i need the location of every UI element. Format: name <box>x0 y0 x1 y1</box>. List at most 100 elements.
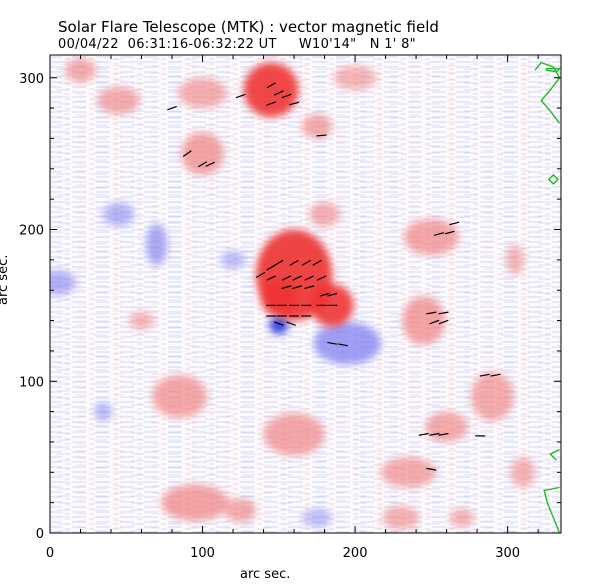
axis-ticks: 0 100 200 300 0 100 200 300 <box>19 55 561 561</box>
transverse-field-vector <box>327 341 338 345</box>
negative-field-region <box>220 250 246 269</box>
transverse-field-vector <box>266 264 276 271</box>
transverse-field-vector <box>266 82 276 89</box>
transverse-field-vector <box>337 343 348 347</box>
transverse-field-vector <box>327 292 338 297</box>
positive-field-region <box>263 413 325 456</box>
negative-field-region <box>269 316 288 335</box>
negative-field-region <box>313 322 382 365</box>
negative-field-region <box>103 202 134 227</box>
chart-subtitle: 00/04/22 06:31:16-06:32:22 UT W10'14" N … <box>58 37 416 52</box>
transverse-field-vector <box>274 259 284 266</box>
plot-frame <box>49 54 562 534</box>
positive-field-region <box>161 484 229 521</box>
positive-field-region <box>301 114 333 139</box>
transverse-field-vector <box>235 93 246 99</box>
positive-field-region <box>225 498 256 523</box>
transverse-field-vector <box>292 285 303 290</box>
transverse-field-vector <box>205 161 215 167</box>
transverse-field-vector <box>281 275 292 281</box>
transverse-field-vector <box>292 275 302 281</box>
vector-layer <box>167 82 501 471</box>
transverse-field-vector <box>273 321 284 326</box>
positive-field-region <box>181 132 224 175</box>
field-contour <box>545 68 561 73</box>
positive-field-region <box>243 62 299 118</box>
negative-field-region <box>94 402 113 421</box>
positive-field-region <box>471 372 514 421</box>
transverse-field-vector <box>266 101 277 106</box>
transverse-field-vector <box>255 272 266 279</box>
transverse-field-vector <box>444 230 455 235</box>
positive-field-region <box>506 244 525 276</box>
transverse-field-vector <box>316 134 327 137</box>
positive-field-region <box>510 457 536 488</box>
field-contour <box>543 486 561 533</box>
y-tick-label: 0 <box>36 527 44 542</box>
transverse-field-vector <box>312 259 322 266</box>
field-contour <box>549 448 560 461</box>
x-tick-label: 0 <box>46 546 54 561</box>
negative-field-region <box>50 270 76 295</box>
x-tick-label: 200 <box>343 546 368 561</box>
positive-field-region <box>129 311 154 330</box>
positive-field-region <box>97 86 140 115</box>
transverse-field-vector <box>426 311 437 315</box>
transverse-field-vector <box>167 105 177 111</box>
positive-field-region <box>260 279 298 317</box>
transverse-field-vector <box>490 373 501 377</box>
transverse-field-vector <box>429 319 440 325</box>
transverse-field-vector <box>274 90 284 96</box>
positive-field-region <box>65 58 96 83</box>
transverse-field-vector <box>479 373 490 377</box>
transverse-field-vector <box>301 259 311 266</box>
transverse-field-vector <box>182 150 192 157</box>
contour-layer <box>534 61 561 533</box>
transverse-field-vector <box>438 432 449 436</box>
transverse-field-vector <box>304 285 315 290</box>
transverse-field-vector <box>438 311 449 315</box>
plot-area <box>50 55 561 533</box>
chart-title: Solar Flare Telescope (MTK) : vector mag… <box>58 18 439 36</box>
negative-field-region <box>301 508 333 527</box>
transverse-field-vector <box>197 161 208 168</box>
x-tick-label: 300 <box>495 546 520 561</box>
transverse-field-vector <box>319 292 330 297</box>
field-contour <box>534 61 561 124</box>
positive-field-region <box>425 411 468 442</box>
y-tick-label: 200 <box>19 224 44 239</box>
transverse-field-vector <box>449 221 460 226</box>
transverse-field-vector <box>289 259 299 266</box>
transverse-field-vector <box>438 319 449 325</box>
transverse-field-vector <box>281 93 292 99</box>
positive-field-region <box>403 218 459 256</box>
transverse-field-vector <box>429 432 440 436</box>
transverse-field-vector <box>266 275 276 281</box>
positive-field-region <box>178 77 227 109</box>
positive-field-region <box>449 508 475 527</box>
positive-field-region <box>402 296 446 345</box>
positive-field-region <box>152 375 208 418</box>
transverse-field-vector <box>316 275 327 281</box>
transverse-field-vector <box>289 101 300 106</box>
negative-field-layer <box>50 202 382 527</box>
transverse-field-vector <box>418 432 429 436</box>
negative-field-region <box>146 223 168 266</box>
transverse-field-vector <box>281 285 292 290</box>
y-axis-label: arc sec. <box>0 254 11 305</box>
x-axis-label: arc sec. <box>240 567 291 582</box>
transverse-field-vector <box>286 321 296 326</box>
field-contour <box>547 173 559 185</box>
positive-field-region <box>381 457 436 488</box>
y-tick-label: 100 <box>19 375 44 390</box>
positive-field-region <box>309 202 340 227</box>
transverse-field-vector <box>433 232 444 236</box>
positive-field-region <box>382 505 420 530</box>
y-tick-label: 300 <box>19 72 44 87</box>
transverse-field-vector <box>304 275 315 281</box>
transverse-field-vector <box>426 467 437 471</box>
x-tick-label: 100 <box>190 546 215 561</box>
positive-field-layer <box>65 58 536 530</box>
positive-field-region <box>333 65 377 90</box>
